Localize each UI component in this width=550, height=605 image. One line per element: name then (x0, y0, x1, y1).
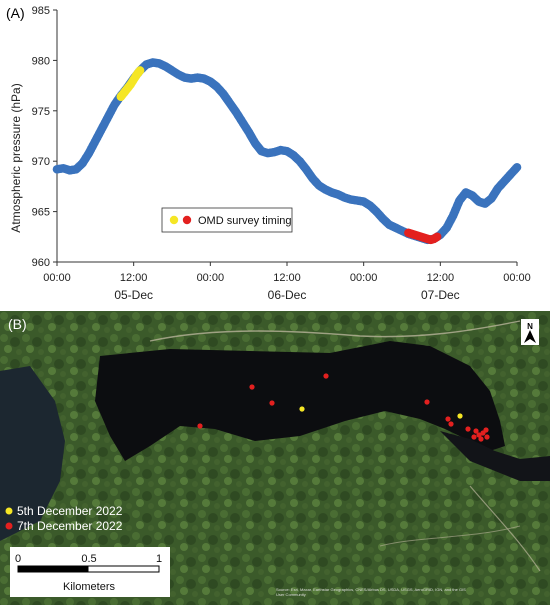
survey-point-dec7 (484, 434, 490, 440)
survey-point-dec7 (473, 428, 479, 434)
legend-red-marker (182, 215, 192, 225)
chart-legend: OMD survey timing (161, 207, 293, 233)
survey-points (197, 373, 490, 442)
survey-point-dec7 (445, 416, 451, 422)
x-tick-time: 00:00 (197, 272, 225, 284)
southern-road (379, 525, 521, 547)
data-point (135, 66, 145, 75)
survey-point-dec7 (424, 399, 430, 405)
x-tick-time: 00:00 (503, 272, 531, 284)
data-point (432, 232, 442, 242)
legend-dec5-label: 5th December 2022 (17, 504, 123, 518)
survey-point-dec7 (269, 400, 275, 406)
survey-point-dec7 (465, 426, 471, 432)
legend-dec7-label: 7th December 2022 (17, 519, 123, 533)
x-tick-time: 12:00 (273, 272, 301, 284)
north-arrow-icon (524, 330, 536, 343)
y-tick-label: 985 (32, 5, 50, 17)
north-arrow: N (521, 319, 539, 345)
legend-label: OMD survey timing (198, 215, 292, 227)
y-tick-label: 975 (32, 106, 50, 118)
legend-dec7-marker (5, 522, 13, 530)
scale-tick-1: 1 (156, 553, 162, 565)
x-tick-date: 06-Dec (268, 288, 307, 302)
scale-tick-0: 0 (15, 553, 21, 565)
x-tick-time: 12:00 (120, 272, 148, 284)
x-tick-time: 00:00 (43, 272, 71, 284)
coastal-road (149, 320, 521, 342)
survey-point-dec7 (197, 423, 203, 429)
panel-a-label: (A) (6, 5, 25, 21)
survey-point-dec7 (249, 384, 255, 390)
pressure-chart: (A) Atmospheric pressure (hPa) 960 965 970… (6, 5, 531, 302)
panel-b-label: (B) (8, 316, 27, 332)
map-legend: 5th December 2022 7th December 2022 (5, 504, 123, 533)
survey-point-dec5 (299, 406, 305, 412)
open-sea (0, 366, 65, 541)
y-tick-label: 960 (32, 257, 50, 269)
inlet-water (95, 341, 505, 461)
chart-marks (52, 58, 522, 245)
series-1 (116, 66, 145, 101)
satellite-map: (B) N 5th December 2022 7th December 202… (0, 311, 550, 605)
inlet-channel (440, 431, 550, 481)
survey-point-dec7 (478, 436, 484, 442)
scale-unit: Kilometers (63, 581, 115, 593)
y-tick-label: 965 (32, 207, 50, 219)
survey-point-dec7 (483, 427, 489, 433)
y-tick-label: 970 (32, 156, 50, 168)
survey-point-dec7 (471, 434, 477, 440)
series-2 (404, 228, 442, 245)
north-label: N (527, 322, 533, 331)
scale-bar: 0 0.5 1 Kilometers (10, 547, 170, 597)
map-credit-2: User Community (276, 592, 306, 597)
y-tick-label: 980 (32, 55, 50, 67)
survey-point-dec7 (323, 373, 329, 379)
data-point (512, 162, 522, 172)
survey-point-dec7 (448, 421, 454, 427)
x-tick-time: 00:00 (350, 272, 378, 284)
legend-dec5-marker (5, 507, 13, 515)
x-tick-date: 05-Dec (114, 288, 153, 302)
map-credit: Source: Esri, Maxar, Earthstar Geographi… (276, 587, 466, 592)
survey-point-dec7 (476, 432, 482, 438)
y-axis-label: Atmospheric pressure (hPa) (9, 83, 23, 232)
legend-yellow-marker (169, 215, 179, 225)
chart-axes: 960 965 970 975 980 985 00:00 12:00 05-Dec 00:00 1… (32, 5, 531, 302)
inland-road (469, 485, 541, 572)
survey-point-dec5 (457, 413, 463, 419)
scale-tick-05: 0.5 (81, 553, 96, 565)
x-tick-time: 12:00 (427, 272, 455, 284)
x-tick-date: 07-Dec (421, 288, 460, 302)
